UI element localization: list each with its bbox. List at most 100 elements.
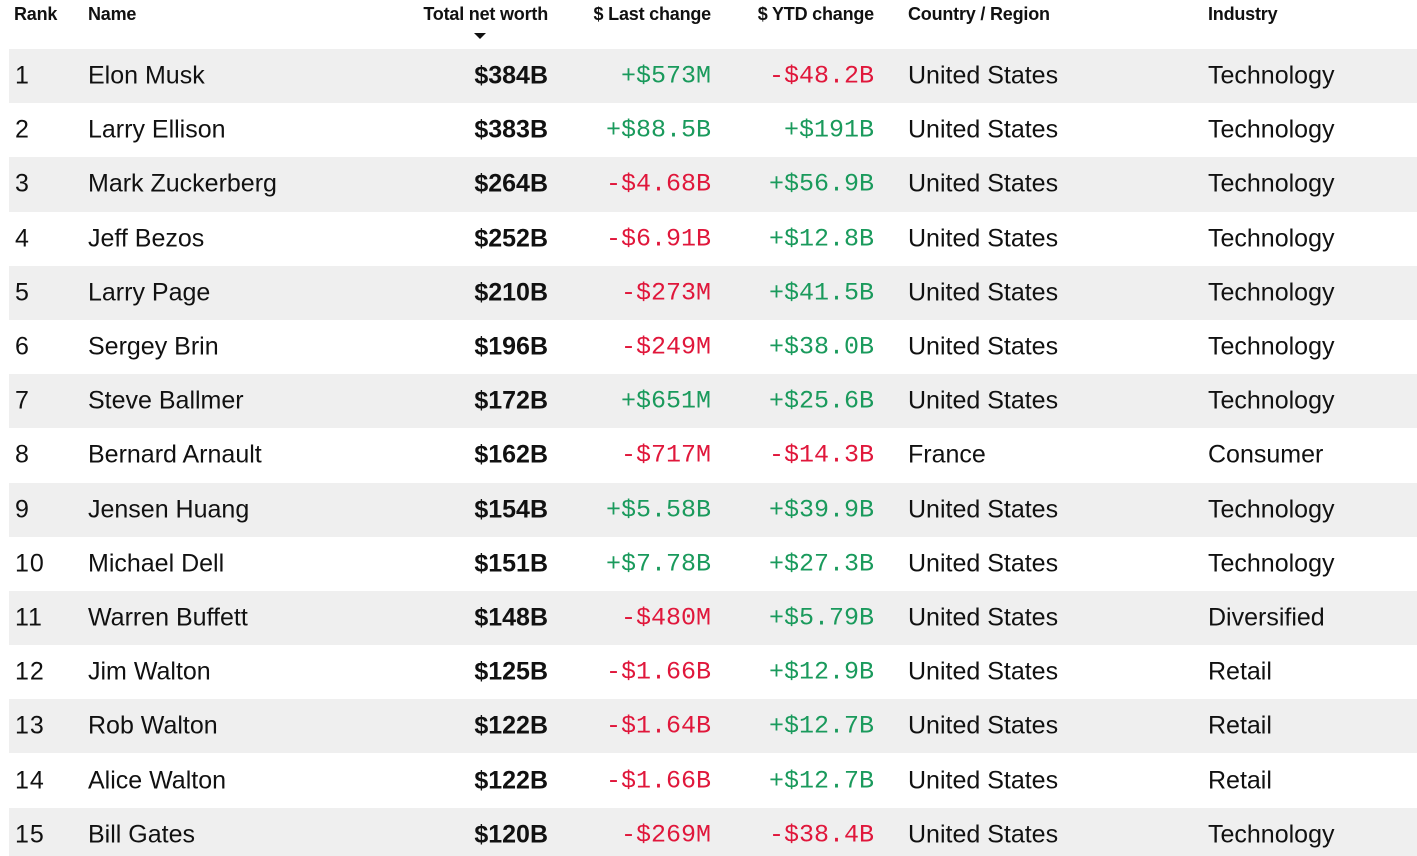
industry-cell: Technology: [1208, 224, 1335, 253]
name-cell[interactable]: Mark Zuckerberg: [88, 169, 277, 198]
ytd-change-cell: +$12.7B: [768, 711, 874, 741]
last-change-cell: -$6.91B: [605, 224, 711, 254]
header-ytd-change[interactable]: $ YTD change: [757, 4, 875, 24]
country-cell: United States: [908, 711, 1059, 740]
table-body: 1 Elon Musk $384B +$573M -$48.2B United …: [9, 49, 1417, 856]
last-change-cell: +$88.5B: [605, 115, 711, 145]
table-row[interactable]: 5 Larry Page $210B -$273M +$41.5B United…: [9, 265, 1417, 320]
industry-cell: Technology: [1208, 549, 1335, 578]
industry-cell: Retail: [1208, 766, 1272, 795]
name-cell[interactable]: Jeff Bezos: [88, 224, 205, 253]
rank-cell: 14: [15, 766, 45, 795]
industry-cell: Technology: [1208, 115, 1335, 144]
country-cell: United States: [908, 386, 1059, 415]
net-worth-cell: $151B: [474, 549, 548, 578]
country-cell: France: [908, 440, 986, 469]
industry-cell: Technology: [1208, 278, 1335, 307]
table-row[interactable]: 11 Warren Buffett $148B -$480M +$5.79B U…: [9, 590, 1417, 646]
net-worth-cell: $264B: [474, 169, 548, 198]
sort-descending-icon[interactable]: [474, 33, 486, 39]
ytd-change-cell: +$191B: [783, 115, 874, 145]
name-cell[interactable]: Warren Buffett: [88, 603, 248, 632]
name-cell[interactable]: Steve Ballmer: [88, 386, 244, 415]
last-change-cell: -$1.66B: [605, 766, 711, 796]
last-change-cell: +$7.78B: [605, 549, 711, 579]
industry-cell: Technology: [1208, 332, 1335, 361]
rank-cell: 10: [15, 549, 45, 578]
last-change-cell: +$573M: [620, 61, 711, 91]
last-change-cell: -$1.66B: [605, 657, 711, 687]
table-header: Rank Name Total net worth $ Last change …: [9, 0, 1417, 50]
net-worth-cell: $125B: [474, 657, 548, 686]
net-worth-cell: $122B: [474, 711, 548, 740]
table-row[interactable]: 1 Elon Musk $384B +$573M -$48.2B United …: [9, 49, 1417, 104]
table-row[interactable]: 2 Larry Ellison $383B +$88.5B +$191B Uni…: [9, 103, 1417, 158]
net-worth-cell: $154B: [474, 495, 548, 524]
name-cell[interactable]: Bernard Arnault: [88, 440, 262, 469]
rank-cell: 2: [15, 115, 30, 144]
rank-cell: 15: [15, 820, 45, 849]
net-worth-cell: $120B: [474, 820, 548, 849]
header-name[interactable]: Name: [88, 4, 137, 24]
table-row[interactable]: 12 Jim Walton $125B -$1.66B +$12.9B Unit…: [9, 645, 1417, 700]
name-cell[interactable]: Rob Walton: [88, 711, 218, 740]
last-change-cell: +$651M: [620, 386, 711, 416]
country-cell: United States: [908, 495, 1059, 524]
name-cell[interactable]: Sergey Brin: [88, 332, 219, 361]
rank-cell: 6: [15, 332, 30, 361]
header-rank[interactable]: Rank: [14, 4, 58, 24]
table-row[interactable]: 15 Bill Gates $120B -$269M -$38.4B Unite…: [9, 807, 1417, 856]
table-row[interactable]: 3 Mark Zuckerberg $264B -$4.68B +$56.9B …: [9, 157, 1417, 212]
table-row[interactable]: 9 Jensen Huang $154B +$5.58B +$39.9B Uni…: [9, 482, 1417, 537]
rank-cell: 13: [15, 711, 45, 740]
rank-cell: 12: [15, 657, 45, 686]
net-worth-cell: $172B: [474, 386, 548, 415]
header-industry[interactable]: Industry: [1208, 4, 1278, 24]
net-worth-cell: $252B: [474, 224, 548, 253]
name-cell[interactable]: Bill Gates: [88, 820, 195, 849]
rank-cell: 5: [15, 278, 30, 307]
name-cell[interactable]: Larry Page: [88, 278, 211, 307]
net-worth-cell: $384B: [474, 61, 548, 90]
header-country-region[interactable]: Country / Region: [908, 4, 1050, 24]
last-change-cell: -$273M: [620, 278, 711, 308]
industry-cell: Technology: [1208, 386, 1335, 415]
name-cell[interactable]: Michael Dell: [88, 549, 225, 578]
industry-cell: Technology: [1208, 169, 1335, 198]
industry-cell: Technology: [1208, 820, 1335, 849]
ytd-change-cell: +$41.5B: [768, 278, 874, 308]
table-row[interactable]: 6 Sergey Brin $196B -$249M +$38.0B Unite…: [9, 319, 1417, 375]
net-worth-cell: $122B: [474, 766, 548, 795]
name-cell[interactable]: Elon Musk: [88, 61, 205, 90]
name-cell[interactable]: Larry Ellison: [88, 115, 226, 144]
ytd-change-cell: +$27.3B: [768, 549, 874, 579]
last-change-cell: +$5.58B: [605, 495, 711, 525]
name-cell[interactable]: Jim Walton: [88, 657, 211, 686]
table-row[interactable]: 13 Rob Walton $122B -$1.64B +$12.7B Unit…: [9, 699, 1417, 754]
table-row[interactable]: 7 Steve Ballmer $172B +$651M +$25.6B Uni…: [9, 374, 1417, 429]
table-row[interactable]: 4 Jeff Bezos $252B -$6.91B +$12.8B Unite…: [9, 211, 1417, 266]
table-row[interactable]: 14 Alice Walton $122B -$1.66B +$12.7B Un…: [9, 753, 1417, 808]
ytd-change-cell: -$14.3B: [768, 440, 874, 470]
ytd-change-cell: +$39.9B: [768, 495, 874, 525]
header-net-worth[interactable]: Total net worth: [423, 4, 548, 24]
ytd-change-cell: +$12.8B: [768, 224, 874, 254]
rank-cell: 3: [15, 169, 30, 198]
name-cell[interactable]: Alice Walton: [88, 766, 227, 795]
name-cell[interactable]: Jensen Huang: [88, 495, 250, 524]
last-change-cell: -$1.64B: [605, 711, 711, 741]
country-cell: United States: [908, 224, 1059, 253]
table-row[interactable]: 10 Michael Dell $151B +$7.78B +$27.3B Un…: [9, 536, 1417, 591]
last-change-cell: -$249M: [620, 332, 711, 362]
net-worth-cell: $210B: [474, 278, 548, 307]
industry-cell: Diversified: [1208, 603, 1325, 632]
table-row[interactable]: 8 Bernard Arnault $162B -$717M -$14.3B F…: [9, 428, 1417, 483]
industry-cell: Consumer: [1208, 440, 1324, 469]
ytd-change-cell: +$12.9B: [768, 657, 874, 687]
net-worth-cell: $196B: [474, 332, 548, 361]
header-last-change[interactable]: $ Last change: [593, 4, 712, 24]
country-cell: United States: [908, 820, 1059, 849]
last-change-cell: -$4.68B: [605, 169, 711, 199]
country-cell: United States: [908, 603, 1059, 632]
ytd-change-cell: +$56.9B: [768, 169, 874, 199]
